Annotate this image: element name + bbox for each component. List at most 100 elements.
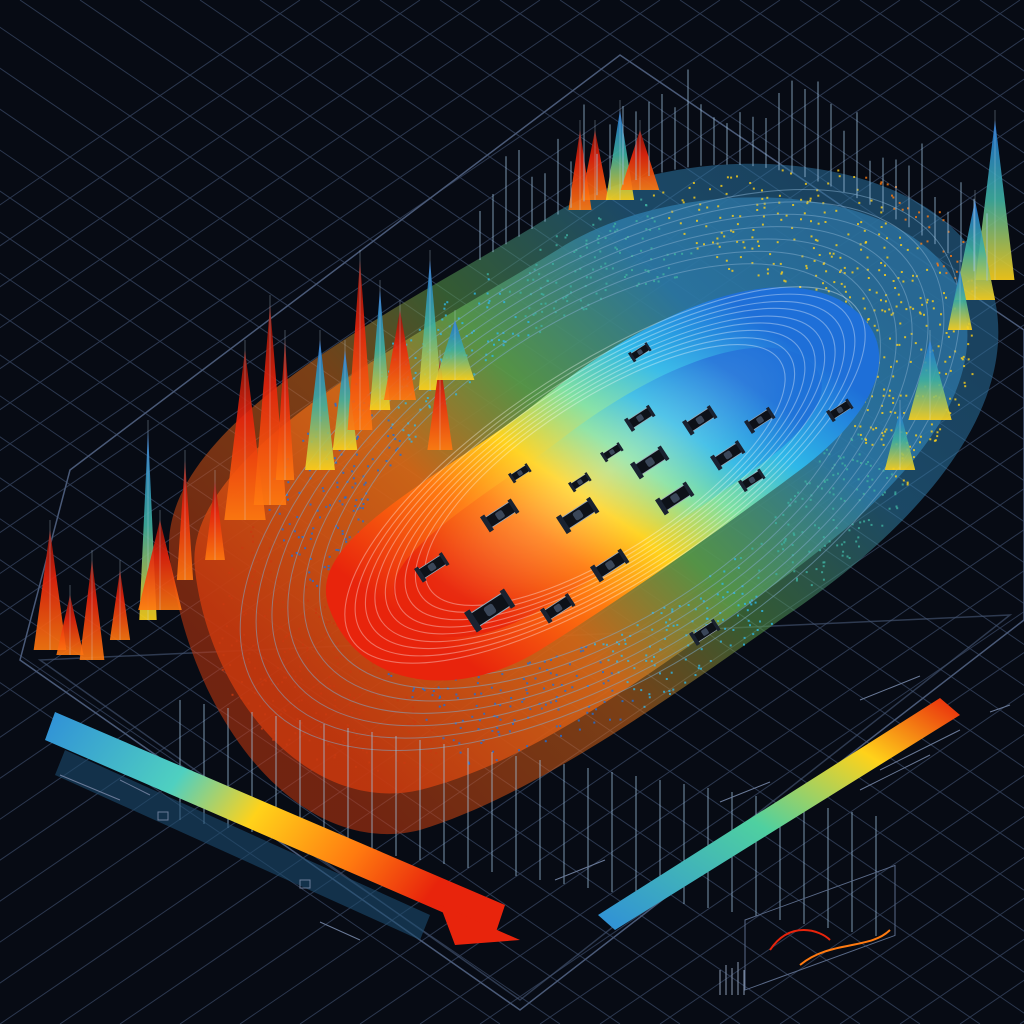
crowd-dot bbox=[725, 259, 728, 262]
crowd-dot bbox=[827, 182, 830, 185]
crowd-dot bbox=[261, 683, 264, 686]
crowd-dot bbox=[302, 439, 305, 442]
crowd-dot bbox=[650, 258, 653, 261]
crowd-dot bbox=[696, 219, 698, 222]
crowd-dot bbox=[444, 314, 447, 317]
crowd-dot bbox=[812, 247, 815, 250]
crowd-dot bbox=[389, 464, 392, 467]
crowd-dot bbox=[796, 577, 798, 580]
crowd-dot bbox=[650, 660, 653, 663]
crowd-dot bbox=[889, 337, 891, 340]
crowd-dot bbox=[918, 311, 921, 314]
crowd-dot bbox=[305, 586, 308, 589]
crowd-dot bbox=[892, 401, 895, 404]
crowd-dot bbox=[846, 468, 849, 471]
crowd-dot bbox=[752, 229, 755, 231]
crowd-dot bbox=[960, 357, 963, 360]
crowd-dot bbox=[930, 423, 933, 426]
crowd-dot bbox=[817, 526, 820, 529]
crowd-dot bbox=[614, 230, 617, 233]
crowd-dot bbox=[286, 591, 289, 594]
crowd-dot bbox=[724, 627, 727, 630]
crowd-dot bbox=[791, 226, 794, 229]
crowd-dot bbox=[697, 667, 700, 670]
stand-ring bbox=[287, 226, 913, 714]
crowd-dot bbox=[467, 761, 470, 764]
crowd-dot bbox=[336, 642, 339, 645]
crowd-dot bbox=[407, 434, 410, 437]
crowd-dot bbox=[585, 307, 588, 310]
crowd-dot bbox=[526, 692, 529, 695]
crowd-dot bbox=[733, 592, 736, 594]
crowd-dot bbox=[478, 302, 481, 305]
race-car-icon bbox=[710, 440, 746, 471]
crowd-dot bbox=[362, 520, 365, 523]
crowd-dot bbox=[487, 340, 490, 343]
crowd-dot bbox=[332, 622, 335, 625]
crowd-dot bbox=[945, 332, 948, 334]
crowd-dot bbox=[486, 273, 489, 276]
crowd-dot bbox=[320, 666, 323, 669]
crowd-dot bbox=[822, 536, 825, 539]
crowd-dot bbox=[736, 223, 739, 226]
race-car-icon bbox=[480, 498, 520, 533]
crowd-dot bbox=[373, 741, 376, 743]
crowd-dot bbox=[721, 582, 724, 585]
crowd-dot bbox=[535, 326, 538, 329]
crowd-dot bbox=[298, 553, 301, 556]
crowd-dot bbox=[868, 486, 871, 489]
crowd-dot bbox=[739, 557, 742, 559]
crowd-dot bbox=[962, 355, 965, 358]
grid-line bbox=[659, 774, 1024, 1024]
crowd-dot bbox=[919, 297, 922, 300]
crowd-dot bbox=[620, 654, 623, 657]
crowd-dot bbox=[723, 570, 726, 573]
crowd-dot bbox=[491, 354, 494, 357]
crowd-dot bbox=[513, 719, 516, 722]
crowd-dot bbox=[269, 679, 272, 682]
crowd-dot bbox=[702, 600, 705, 603]
crowd-dot bbox=[895, 360, 898, 363]
crowd-dot bbox=[619, 718, 622, 721]
crowd-dot bbox=[611, 267, 614, 270]
crowd-dot bbox=[942, 219, 945, 222]
crowd-dot bbox=[419, 408, 422, 411]
crowd-dot bbox=[355, 665, 358, 668]
crowd-dot bbox=[832, 507, 835, 510]
crowd-dot bbox=[335, 461, 338, 464]
crowd-dot bbox=[659, 648, 662, 651]
crowd-dot bbox=[783, 279, 786, 282]
crowd-dot bbox=[902, 280, 905, 283]
crowd-dot bbox=[846, 555, 849, 558]
crowd-dot bbox=[564, 236, 567, 239]
crowd-dot bbox=[833, 281, 836, 284]
race-car-icon bbox=[689, 618, 721, 646]
crowd-dot bbox=[678, 605, 681, 607]
crowd-dot bbox=[706, 617, 709, 620]
crowd-dot bbox=[816, 239, 819, 242]
crowd-dot bbox=[739, 256, 742, 259]
crowd-dot bbox=[594, 643, 596, 646]
crowd-dot bbox=[739, 215, 742, 218]
crowd-dot bbox=[806, 202, 809, 205]
crowd-dot bbox=[282, 658, 285, 661]
crowd-dot bbox=[762, 215, 765, 218]
crowd-dot bbox=[921, 303, 924, 306]
crowd-dot bbox=[864, 437, 867, 440]
crowd-dot bbox=[532, 313, 535, 316]
crowd-dot bbox=[324, 633, 327, 636]
crowd-dot bbox=[535, 263, 538, 266]
crowd-dot bbox=[334, 704, 337, 707]
crowd-dot bbox=[477, 728, 480, 731]
crowd-dot bbox=[687, 604, 690, 606]
crowd-dot bbox=[440, 358, 443, 361]
crowd-dot bbox=[499, 718, 502, 721]
stand-ring bbox=[239, 189, 961, 751]
crowd-dot bbox=[437, 328, 440, 331]
crowd-dot bbox=[832, 252, 835, 255]
crowd-dot bbox=[435, 752, 438, 755]
crowd-dot bbox=[891, 194, 893, 197]
crowd-dot bbox=[473, 292, 476, 295]
crowd-dot bbox=[305, 616, 308, 619]
crowd-dot bbox=[933, 439, 936, 442]
